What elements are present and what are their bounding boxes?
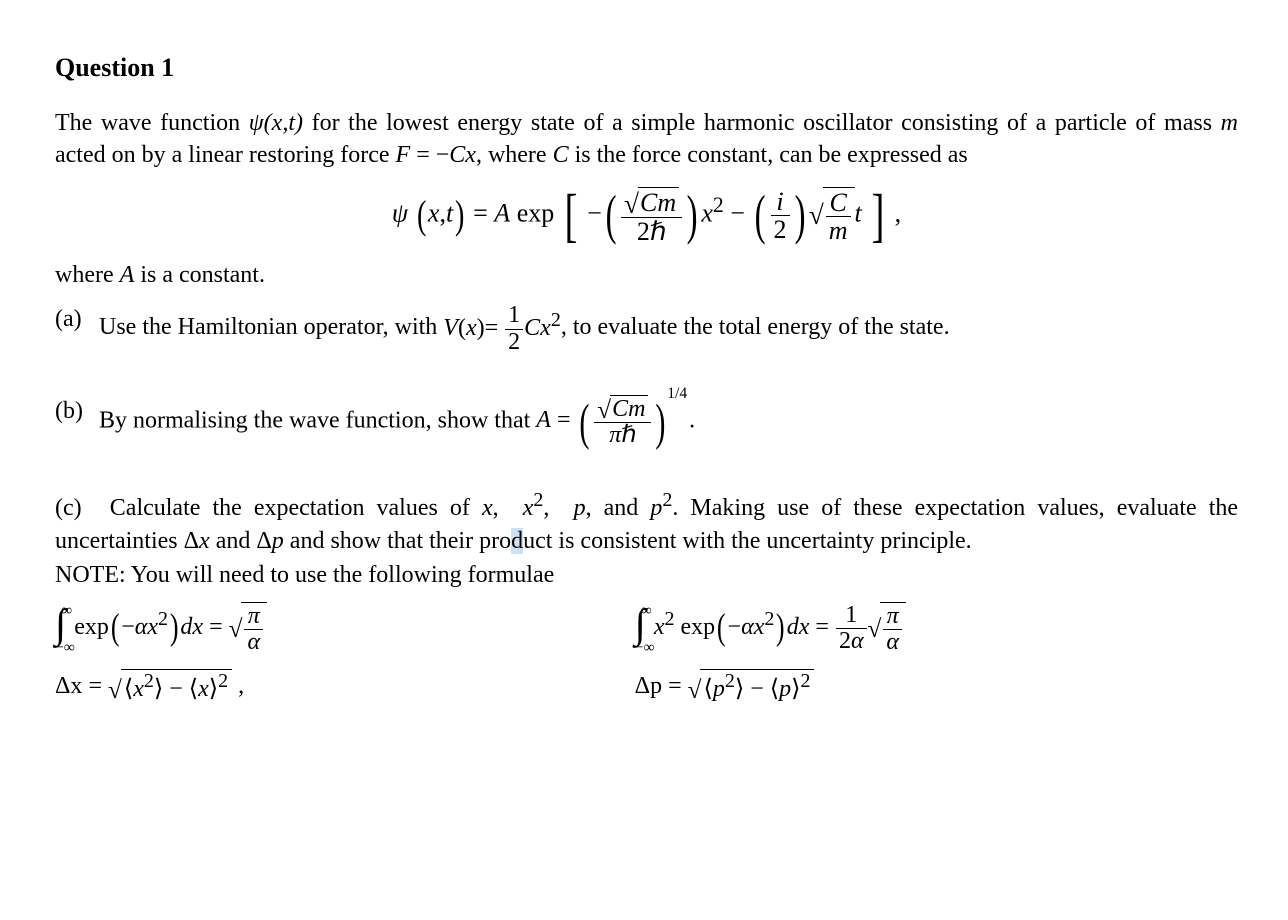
den-2hbar: 2ℏ (621, 218, 682, 245)
num-C: C (826, 189, 851, 217)
pc-seg4: and show that their pro (284, 528, 511, 554)
dp-p2: p (713, 676, 725, 702)
pc-highlight: d (511, 528, 523, 554)
mass-m: m (1221, 110, 1238, 136)
eq-t: t (446, 198, 453, 227)
frac-i-2: i 2 (771, 188, 790, 244)
part-b-body: By normalising the wave function, show t… (99, 395, 1238, 449)
force-F: F (396, 142, 411, 168)
pc-dp: p (272, 528, 284, 554)
where-seg1: where (55, 262, 120, 288)
eq-x2: x (701, 198, 713, 227)
eq-psi: ψ (392, 198, 408, 227)
pb-seg1: By normalising the wave function, show t… (99, 407, 536, 433)
pc-p: p (574, 495, 586, 521)
sqrt-cm: Cm (640, 188, 676, 217)
f1-dx: dx (180, 614, 203, 640)
pa-V: V (443, 315, 458, 341)
where-A: A (120, 262, 135, 288)
den-m: m (826, 217, 851, 244)
delta-x-formula: Δx = ⟨x2⟩ − ⟨x⟩2 , (55, 669, 635, 706)
eq-A: A (494, 198, 510, 227)
pc-seg5: uct is consistent with the uncertainty p… (523, 528, 972, 554)
part-c-label: (c) (55, 495, 82, 521)
frac-half: 1 2 (505, 303, 523, 354)
f1-pi: π (244, 604, 263, 630)
f2-ax: αx (741, 614, 764, 640)
where-seg2: is a constant. (134, 262, 265, 288)
half-num: 1 (505, 303, 523, 329)
part-b-label: (b) (55, 395, 99, 449)
delta-p-formula: Δp = ⟨p2⟩ − ⟨p⟩2 (635, 669, 1215, 706)
eq-t2: t (855, 198, 862, 227)
pc-seg3: and Δ (210, 528, 272, 554)
psi-symbol: ψ (249, 110, 264, 136)
f2-dx: dx (787, 614, 810, 640)
part-a-body: Use the Hamiltonian operator, with V(x)=… (99, 303, 1238, 354)
sqrt-c-m: C m (809, 187, 855, 245)
pc-p2: p (650, 495, 662, 521)
f2-x: x (654, 614, 665, 640)
sqrt-pi-alpha-1: π α (229, 602, 267, 655)
intro-seg5: is the force constant, can be expressed … (569, 142, 968, 168)
den-2: 2 (771, 216, 790, 243)
pa-Cx: Cx (524, 315, 551, 341)
sqrt-varp: ⟨p2⟩ − ⟨p⟩2 (688, 669, 815, 706)
main-equation: ψ (x,t) = A exp [ −( Cm 2ℏ )x2 − ( i 2 )… (55, 186, 1238, 245)
intro-paragraph: The wave function ψ(x,t) for the lowest … (55, 107, 1238, 172)
formula-row-2: Δx = ⟨x2⟩ − ⟨x⟩2 , Δp = ⟨p2⟩ − ⟨p⟩2 (55, 669, 1238, 706)
f2-alpha2: α (883, 630, 902, 655)
intro-seg1: The wave function (55, 110, 249, 136)
dx-sym: Δx (55, 673, 82, 699)
sqrt-varx: ⟨x2⟩ − ⟨x⟩2 (108, 669, 232, 706)
pb-quarter: 1/4 (667, 385, 687, 402)
part-a: (a) Use the Hamiltonian operator, with V… (55, 303, 1238, 354)
f1-exp: exp (74, 614, 109, 640)
intro-seg3: acted on by a linear restoring force (55, 142, 396, 168)
pa-seg2: , to evaluate the total energy of the st… (561, 315, 950, 341)
f2-alpha: α (851, 628, 864, 654)
dp-sym: Δp (635, 673, 662, 699)
pb-A: A (536, 407, 551, 433)
gaussian-integral-2: ∞∫−∞ x2 exp(−αx2)dx = 1 2α π α (635, 602, 1215, 655)
force-eq: = − (410, 142, 449, 168)
force-C: C (449, 142, 465, 168)
pc-x: x (482, 495, 493, 521)
pa-seg1: Use the Hamiltonian operator, with (99, 315, 443, 341)
part-b: (b) By normalising the wave function, sh… (55, 395, 1238, 449)
intro-seg2: for the lowest energy state of a simple … (303, 110, 1221, 136)
sqrt-pi-alpha-2: π α (868, 602, 906, 655)
dx-x: x (198, 676, 209, 702)
where-line: where A is a constant. (55, 259, 1238, 291)
pa-x: x (466, 315, 477, 341)
psi-args: (x,t) (264, 110, 303, 136)
pc-note: NOTE: You will need to use the following… (55, 559, 1238, 591)
frac-cm-2hbar: Cm 2ℏ (621, 186, 682, 245)
pb-period: . (689, 407, 695, 433)
const-C: C (553, 142, 569, 168)
pc-x2: x (523, 495, 534, 521)
f1-alpha: α (244, 630, 263, 655)
pc-seg1: Calculate the expectation values of (110, 495, 482, 521)
part-c: (c) Calculate the expectation values of … (55, 492, 1238, 706)
dp-p: p (779, 676, 791, 702)
dx-x2: x (133, 676, 144, 702)
f1-ax: αx (135, 614, 158, 640)
formula-row-1: ∞∫−∞ exp(−αx2)dx = π α ∞∫−∞ x2 exp(−αx2)… (55, 602, 1238, 655)
eq-x: x (428, 198, 440, 227)
force-x: x (465, 142, 476, 168)
pc-dx: x (199, 528, 210, 554)
pb-sqrtcm: Cm (612, 396, 645, 422)
frac-1-2alpha: 1 2α (836, 603, 867, 654)
gaussian-integral-1: ∞∫−∞ exp(−αx2)dx = π α (55, 602, 635, 655)
intro-seg4: , where (476, 142, 553, 168)
num-i: i (771, 188, 790, 216)
f2-exp: exp (681, 614, 716, 640)
part-a-label: (a) (55, 303, 99, 354)
half-den: 2 (505, 330, 523, 355)
question-heading: Question 1 (55, 50, 1238, 85)
frac-cm-pihbar: Cm πℏ (594, 395, 651, 449)
eq-exp: exp (517, 198, 555, 227)
f2-pi: π (883, 604, 902, 630)
